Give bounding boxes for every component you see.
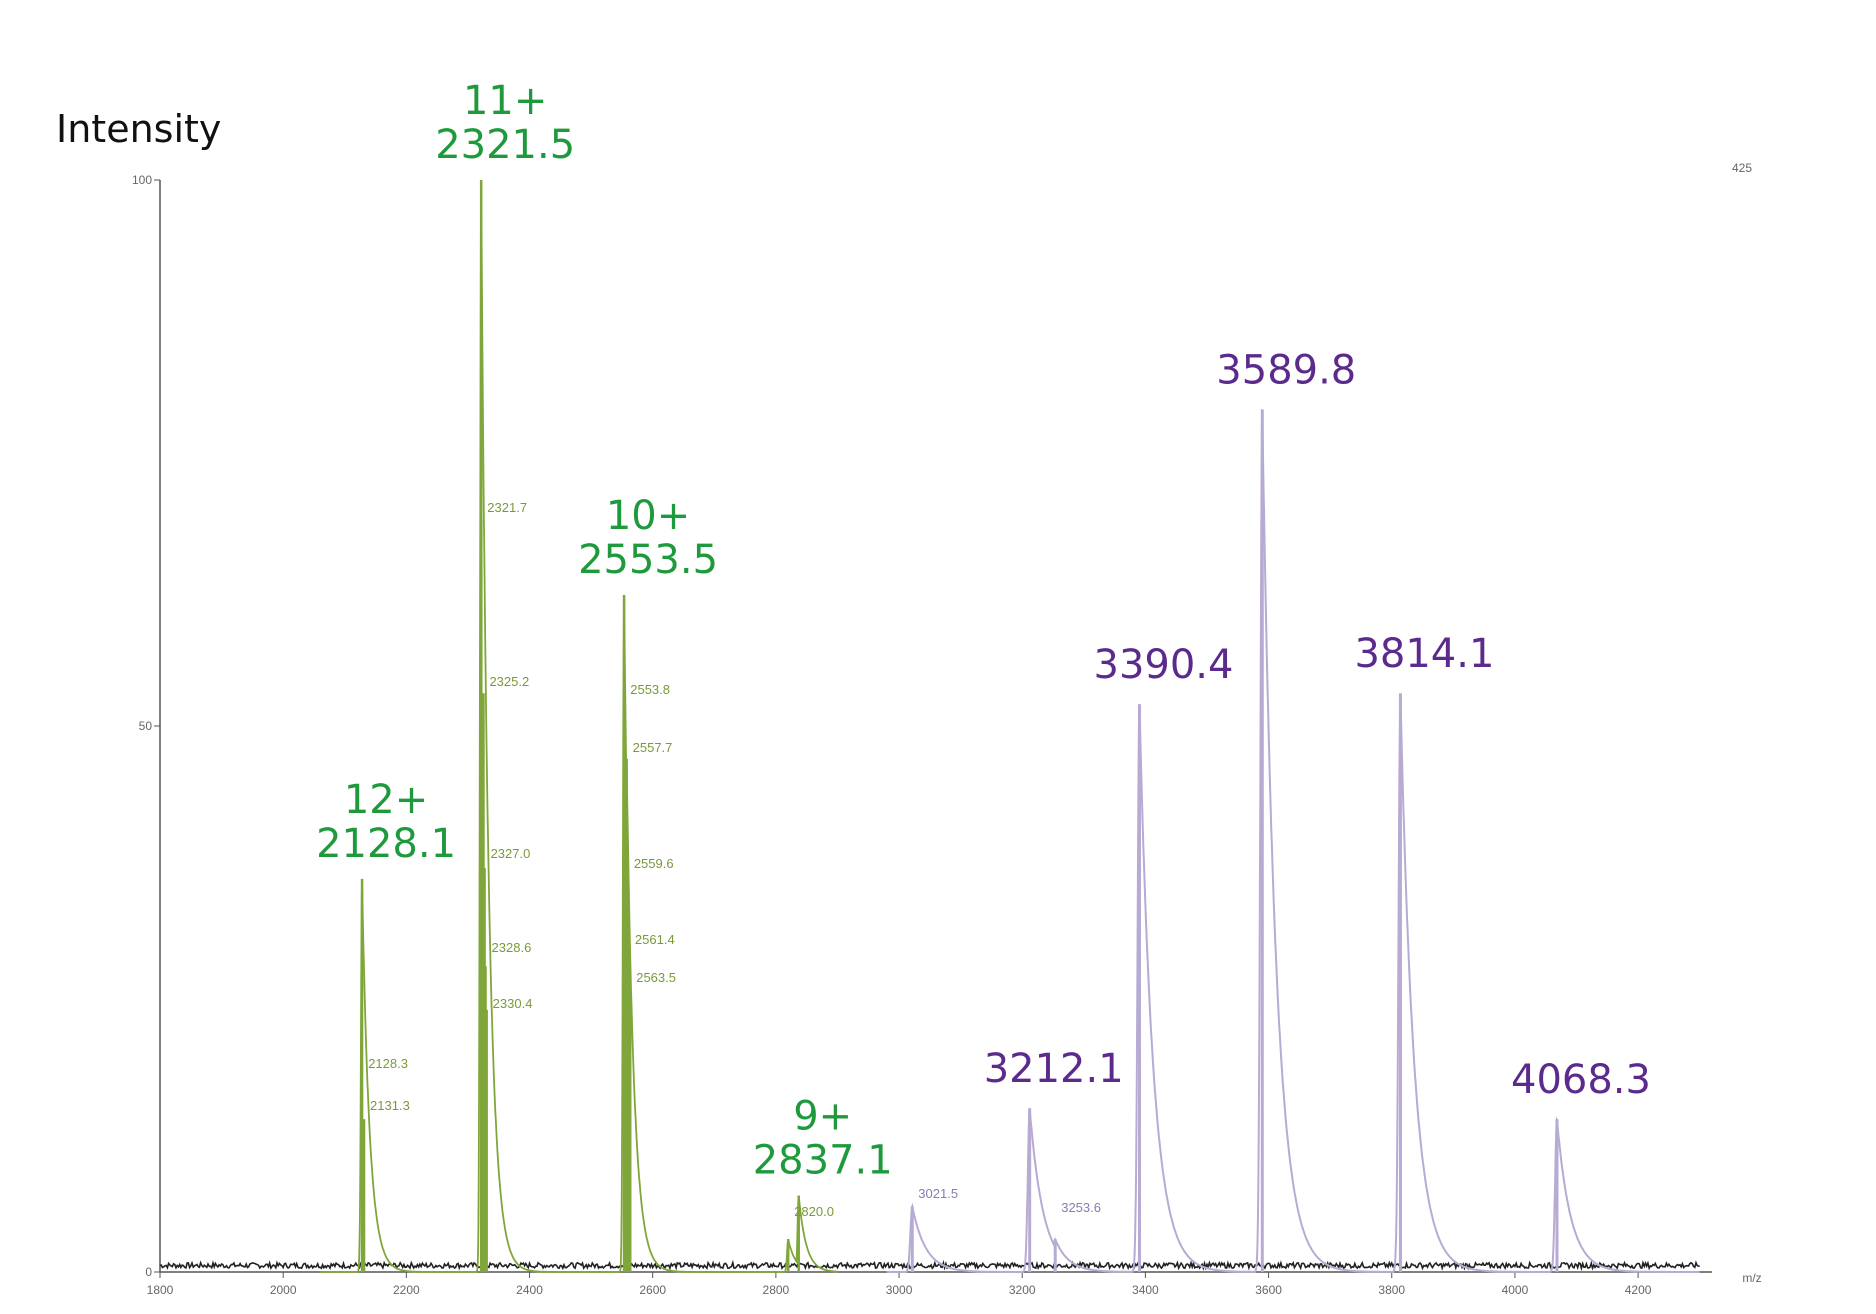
peak-mz-label: 3814.1	[1354, 631, 1494, 677]
y-axis-title: Intensity	[56, 107, 221, 151]
x-tick-label: 4200	[1625, 1283, 1652, 1297]
peak-label: 2325.2	[489, 674, 529, 689]
y-tick-label: 0	[145, 1265, 152, 1279]
peak-label: 2327.0	[491, 846, 531, 861]
peak-label: 2820.0	[794, 1204, 834, 1219]
x-tick-label: 3800	[1378, 1283, 1405, 1297]
peak-mz-label: 4068.3	[1511, 1057, 1651, 1103]
peak-mz-label: 2553.5	[578, 537, 718, 583]
baseline-trace	[159, 1259, 1700, 1272]
peak-mz-label: 2837.1	[753, 1138, 893, 1184]
peak-mz-label: 2321.5	[435, 122, 575, 168]
peak-label: 2330.4	[493, 996, 533, 1011]
charge-state-label: 9+	[793, 1094, 852, 1140]
peak-label: 2563.5	[636, 970, 676, 985]
charge-state-label: 12+	[344, 777, 428, 823]
peak-label: 2561.4	[635, 932, 675, 947]
x-tick-label: 3400	[1132, 1283, 1159, 1297]
peak-label: 2328.6	[492, 940, 532, 955]
x-tick-label: 3200	[1009, 1283, 1036, 1297]
peak-label: 2553.8	[630, 682, 670, 697]
x-tick-label: 3600	[1255, 1283, 1282, 1297]
peak-label: 2557.7	[633, 740, 673, 755]
x-tick-label: 2000	[270, 1283, 297, 1297]
peak-label: 2128.3	[368, 1056, 408, 1071]
x-tick-label: 1800	[147, 1283, 174, 1297]
purple-series-trace	[886, 413, 1700, 1273]
x-tick-label: 2200	[393, 1283, 420, 1297]
x-tick-label: 2800	[763, 1283, 790, 1297]
peak-label: 2131.3	[370, 1098, 410, 1113]
green-series-trace	[320, 179, 838, 1273]
x-tick-label: 3000	[886, 1283, 913, 1297]
charge-state-label: 10+	[606, 493, 690, 539]
peak-label: 2559.6	[634, 856, 674, 871]
x-tick-label: 2400	[516, 1283, 543, 1297]
y-tick-label: 50	[139, 719, 153, 733]
top-right-label: 425	[1732, 161, 1752, 175]
peak-annotations: 12+2128.1 11+2321.5 10+2553.5 9+2837.1 3212.…	[316, 78, 1651, 1219]
peak-mz-label: 3390.4	[1094, 642, 1234, 688]
peak-mz-label: 2128.1	[316, 821, 456, 867]
peak-mz-label: 3212.1	[984, 1046, 1124, 1092]
y-tick-label: 100	[132, 173, 152, 187]
x-tick-label: 4000	[1502, 1283, 1529, 1297]
peak-mz-label: 3589.8	[1216, 347, 1356, 393]
charge-state-label: 11+	[463, 78, 547, 124]
x-tick-label: 2600	[639, 1283, 666, 1297]
peak-label: 2321.7	[487, 500, 527, 515]
peak-label: 3253.6	[1061, 1200, 1101, 1215]
x-axis-unit-label: m/z	[1742, 1271, 1761, 1285]
spectrum-traces	[159, 179, 1700, 1273]
peak-label: 3021.5	[918, 1186, 958, 1201]
